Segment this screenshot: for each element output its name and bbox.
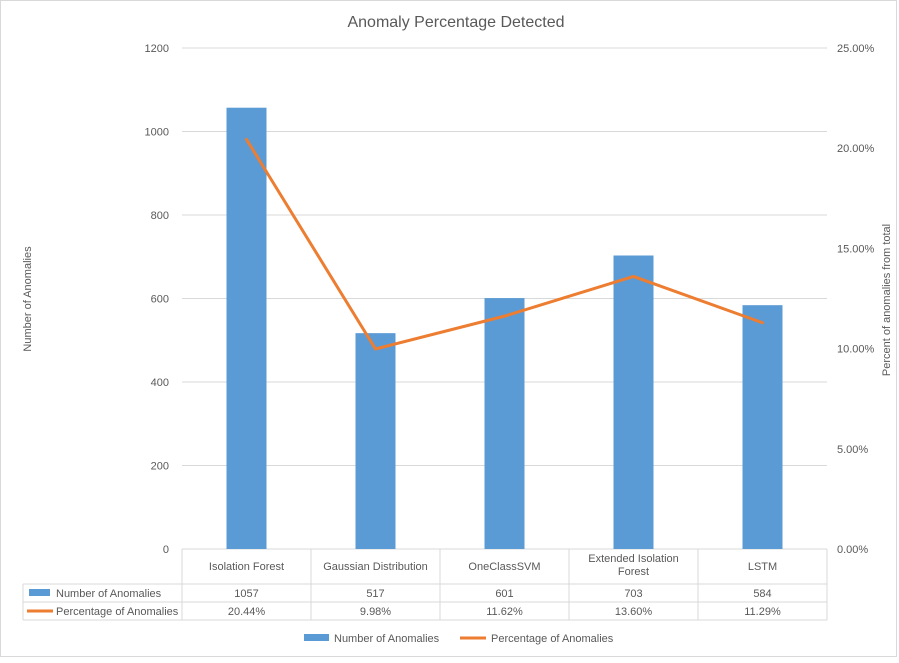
category-label: Gaussian Distribution [323,561,428,573]
category-label: Extended Isolation [588,553,679,565]
chart-title: Anomaly Percentage Detected [347,14,564,31]
table-legend-key [29,589,50,596]
legend: Number of Anomalies Percentage of Anomali… [304,633,614,645]
legend-key-bars [304,634,329,641]
y2-tick-label: 15.00% [837,243,875,255]
y-tick-label: 1000 [145,127,169,139]
bar [226,107,267,549]
y-tick-label: 0 [163,544,169,556]
table-cell: 11.29% [744,606,781,618]
category-label: LSTM [748,561,777,573]
y2-tick-label: 25.00% [837,43,875,55]
table-cell: 703 [624,588,642,600]
table-cell: 20.44% [228,606,266,618]
table-cell: 11.62% [486,606,523,618]
y2-tick-label: 20.00% [837,143,875,155]
table-cell: 13.60% [615,606,653,618]
bar [355,333,396,549]
table-cell: 517 [366,588,384,600]
y2-tick-label: 5.00% [837,444,868,456]
table-series-name: Number of Anomalies [56,588,162,600]
bar [742,305,783,549]
category-label: Isolation Forest [209,561,284,573]
y-tick-label: 200 [151,461,169,473]
legend-label: Number of Anomalies [334,633,440,645]
table-cell: 9.98% [360,606,391,618]
y-axis-title: Number of Anomalies [22,246,34,352]
legend-label: Percentage of Anomalies [491,633,614,645]
y2-axis-ticks: 0.00% 5.00% 10.00% 15.00% 20.00% 25.00% [837,43,875,556]
data-table: Isolation Forest Gaussian Distribution One… [22,549,828,621]
table-cell: 584 [753,588,771,600]
line-series [245,137,764,351]
bar [484,298,525,549]
table-series-name: Percentage of Anomalies [56,606,179,618]
y2-tick-label: 0.00% [837,544,868,556]
y-tick-label: 800 [151,210,169,222]
y-tick-label: 600 [151,294,169,306]
y2-tick-label: 10.00% [837,344,875,356]
y-axis-ticks: 0 200 400 600 800 1000 1200 [145,43,169,556]
y2-axis-title: Percent of anomalies from total [881,224,893,376]
bar-series [226,107,783,549]
category-label: OneClassSVM [468,561,540,573]
table-cell: 601 [495,588,513,600]
y-tick-label: 1200 [145,43,169,55]
bar [613,255,654,549]
table-cell: 1057 [234,588,258,600]
series-line [245,137,764,351]
category-label: Forest [618,566,649,578]
y-tick-label: 400 [151,377,169,389]
